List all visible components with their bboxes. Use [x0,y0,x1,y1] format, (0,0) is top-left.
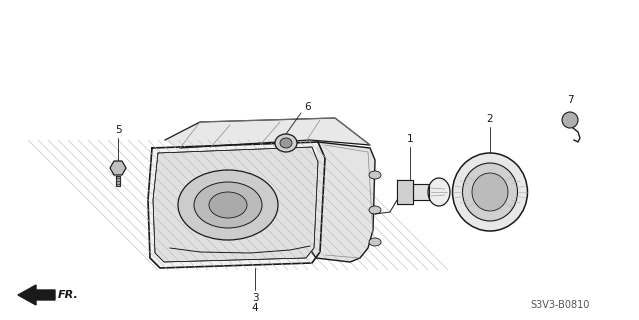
Ellipse shape [472,173,508,211]
Ellipse shape [280,138,292,148]
Polygon shape [153,147,318,262]
Polygon shape [148,142,325,268]
Ellipse shape [178,170,278,240]
Ellipse shape [452,153,528,231]
Polygon shape [110,161,118,168]
Ellipse shape [428,178,450,206]
Text: 7: 7 [567,95,573,105]
Ellipse shape [209,192,247,218]
Text: S3V3-B0810: S3V3-B0810 [530,300,590,310]
Polygon shape [116,176,120,186]
Ellipse shape [369,171,381,179]
Text: 1: 1 [406,134,413,144]
Polygon shape [118,161,126,168]
Text: 2: 2 [487,114,493,124]
Ellipse shape [463,163,518,221]
Text: 3: 3 [252,293,258,303]
Polygon shape [114,161,122,168]
Text: FR.: FR. [58,290,79,300]
Polygon shape [413,184,429,200]
Polygon shape [153,147,318,262]
Text: 4: 4 [252,303,258,313]
Ellipse shape [194,182,262,228]
Polygon shape [118,168,126,175]
Polygon shape [114,168,122,175]
Circle shape [562,112,578,128]
Text: 5: 5 [114,125,121,135]
Polygon shape [18,285,55,305]
Polygon shape [397,180,413,204]
Ellipse shape [369,238,381,246]
Ellipse shape [275,134,297,152]
Text: 6: 6 [305,102,311,112]
Ellipse shape [369,206,381,214]
Polygon shape [165,118,370,148]
Polygon shape [110,168,118,175]
Polygon shape [312,142,375,262]
